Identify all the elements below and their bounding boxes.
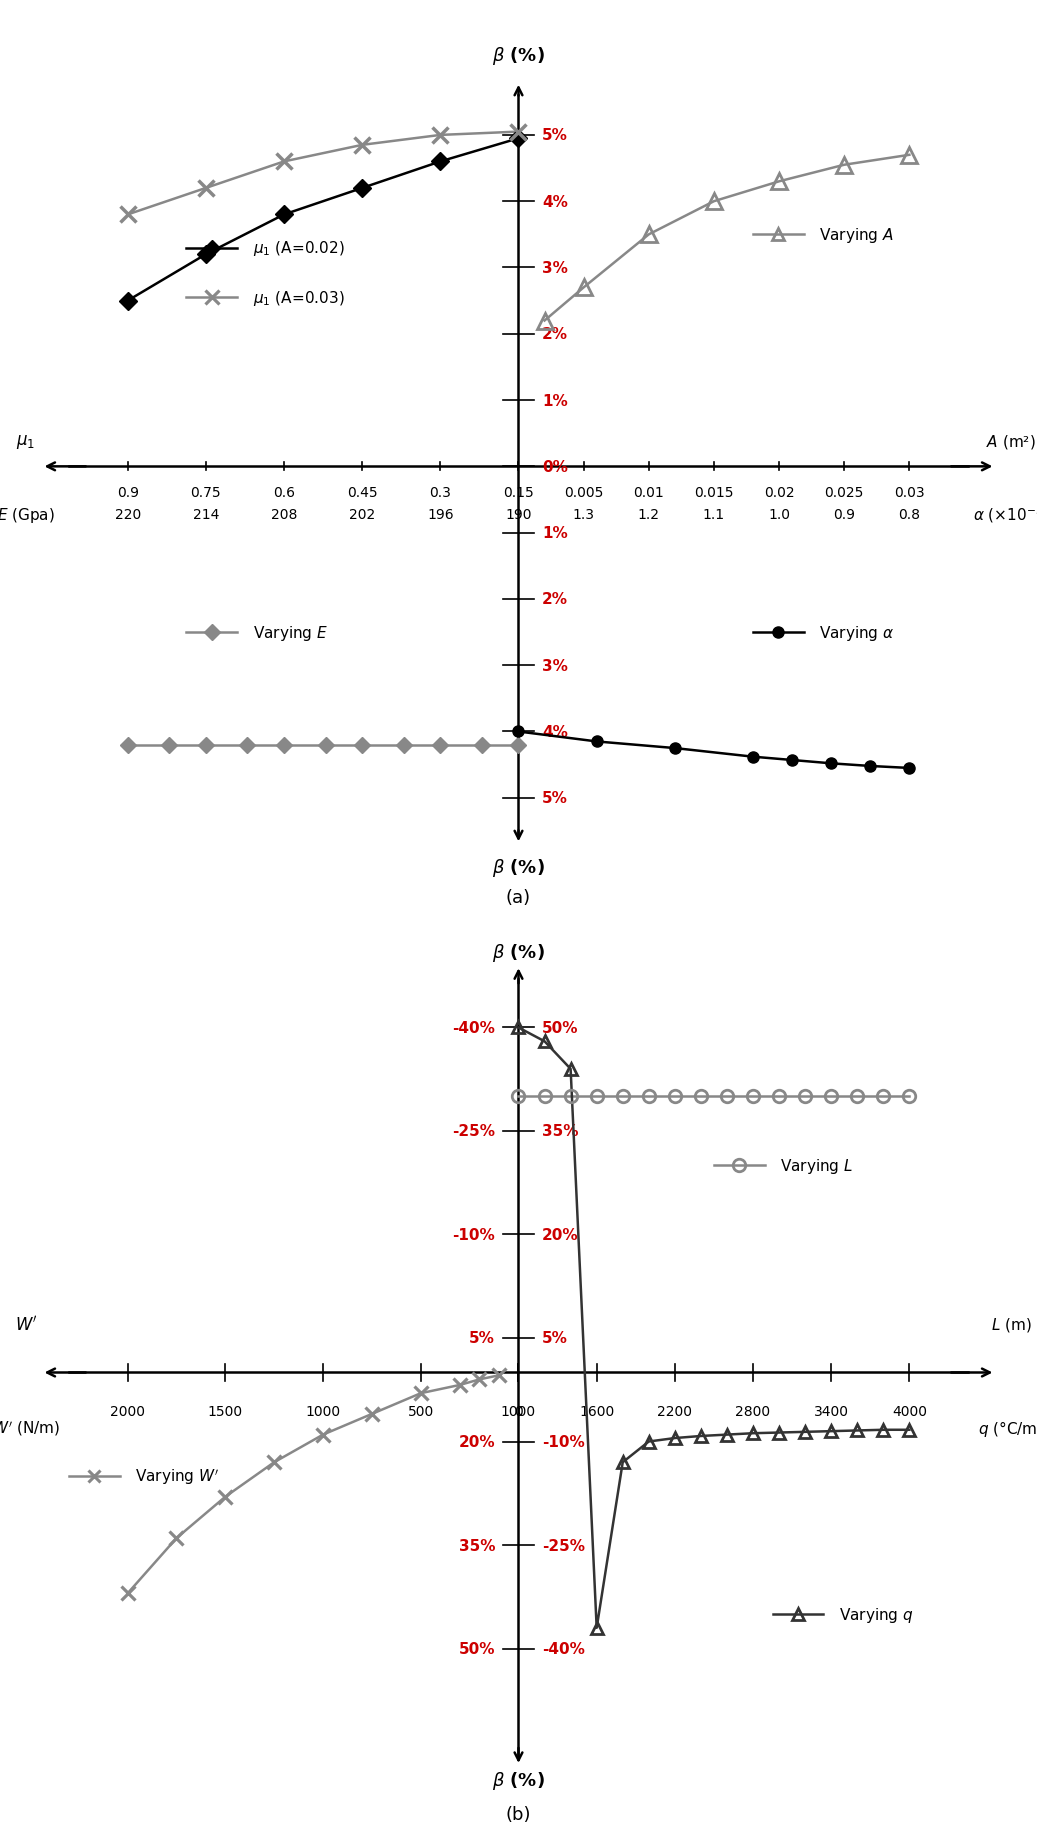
Text: 5%: 5% — [542, 128, 568, 144]
Text: $W'$: $W'$ — [15, 1314, 37, 1334]
Text: 196: 196 — [427, 509, 453, 521]
Text: $\mu_1$ (A=0.03): $\mu_1$ (A=0.03) — [253, 288, 344, 308]
Text: $q$ (°C/m): $q$ (°C/m) — [978, 1418, 1037, 1438]
Text: Varying $L$: Varying $L$ — [781, 1156, 853, 1176]
Text: $\alpha$ (×10$^{-5}$): $\alpha$ (×10$^{-5}$) — [973, 505, 1037, 525]
Text: 0.005: 0.005 — [564, 485, 604, 500]
Text: 5%: 5% — [542, 1331, 568, 1345]
Text: Varying $q$: Varying $q$ — [839, 1604, 914, 1624]
Text: 0.02: 0.02 — [764, 485, 794, 500]
Text: 4000: 4000 — [892, 1404, 927, 1418]
Text: $\mu_1$ (A=0.02): $\mu_1$ (A=0.02) — [253, 239, 344, 259]
Text: 5%: 5% — [469, 1331, 495, 1345]
Text: -40%: -40% — [452, 1021, 495, 1035]
Text: $\beta$ (%): $\beta$ (%) — [493, 857, 544, 879]
Text: 0: 0 — [514, 1404, 523, 1418]
Text: 1%: 1% — [542, 525, 567, 541]
Text: -10%: -10% — [452, 1227, 495, 1241]
Text: 1500: 1500 — [207, 1404, 243, 1418]
Text: 5%: 5% — [542, 791, 568, 806]
Text: 208: 208 — [271, 509, 298, 521]
Text: Varying $A$: Varying $A$ — [819, 226, 894, 244]
Text: $\mu_1$: $\mu_1$ — [17, 432, 35, 450]
Text: 214: 214 — [193, 509, 219, 521]
Text: $A$ (m²): $A$ (m²) — [986, 432, 1036, 450]
Text: Varying $W'$: Varying $W'$ — [136, 1466, 220, 1486]
Text: 3400: 3400 — [814, 1404, 848, 1418]
Text: 20%: 20% — [542, 1227, 579, 1241]
Text: Varying $E$: Varying $E$ — [253, 623, 328, 642]
Text: -40%: -40% — [542, 1641, 585, 1655]
Text: 2200: 2200 — [657, 1404, 693, 1418]
Text: 2800: 2800 — [735, 1404, 770, 1418]
Text: 50%: 50% — [458, 1641, 495, 1655]
Text: 1%: 1% — [542, 394, 567, 408]
Text: 2000: 2000 — [110, 1404, 145, 1418]
Text: 190: 190 — [505, 509, 532, 521]
Text: -25%: -25% — [542, 1537, 585, 1553]
Text: 0.01: 0.01 — [634, 485, 664, 500]
Text: $L$ (m): $L$ (m) — [990, 1316, 1032, 1333]
Text: $\beta$ (%): $\beta$ (%) — [493, 1768, 544, 1790]
Text: 35%: 35% — [542, 1123, 579, 1139]
Text: 4%: 4% — [542, 724, 568, 740]
Text: 0.75: 0.75 — [191, 485, 221, 500]
Text: 0.8: 0.8 — [898, 509, 921, 521]
Text: 0%: 0% — [542, 459, 568, 474]
Text: 0.45: 0.45 — [346, 485, 377, 500]
Text: 0.6: 0.6 — [273, 485, 295, 500]
Text: 1600: 1600 — [579, 1404, 614, 1418]
Text: 0.03: 0.03 — [894, 485, 925, 500]
Text: -10%: -10% — [542, 1435, 585, 1449]
Text: 2%: 2% — [542, 592, 568, 607]
Text: $\beta$ (%): $\beta$ (%) — [493, 941, 544, 963]
Text: (b): (b) — [506, 1805, 531, 1823]
Text: 0.025: 0.025 — [824, 485, 864, 500]
Text: 35%: 35% — [458, 1537, 495, 1553]
Text: 1.1: 1.1 — [703, 509, 725, 521]
Text: 1.0: 1.0 — [768, 509, 790, 521]
Text: 1000: 1000 — [306, 1404, 340, 1418]
Text: 20%: 20% — [458, 1435, 495, 1449]
Text: 0.9: 0.9 — [116, 485, 139, 500]
Text: 1.2: 1.2 — [638, 509, 660, 521]
Text: 1.3: 1.3 — [572, 509, 594, 521]
Text: 3%: 3% — [542, 658, 568, 673]
Text: 500: 500 — [408, 1404, 433, 1418]
Text: 1000: 1000 — [501, 1404, 536, 1418]
Text: 0.015: 0.015 — [694, 485, 734, 500]
Text: 3%: 3% — [542, 261, 568, 275]
Text: 0.9: 0.9 — [833, 509, 856, 521]
Text: Varying $\alpha$: Varying $\alpha$ — [819, 623, 895, 642]
Text: 0.3: 0.3 — [429, 485, 451, 500]
Text: 0.15: 0.15 — [503, 485, 534, 500]
Text: 4%: 4% — [542, 195, 568, 210]
Text: $W'$ (N/m): $W'$ (N/m) — [0, 1418, 60, 1437]
Text: 2%: 2% — [542, 326, 568, 343]
Text: 50%: 50% — [542, 1021, 579, 1035]
Text: $\beta$ (%): $\beta$ (%) — [493, 46, 544, 67]
Text: (a): (a) — [506, 890, 531, 906]
Text: -25%: -25% — [452, 1123, 495, 1139]
Text: 202: 202 — [349, 509, 375, 521]
Text: $E$ (Gpa): $E$ (Gpa) — [0, 505, 55, 525]
Text: 220: 220 — [114, 509, 141, 521]
